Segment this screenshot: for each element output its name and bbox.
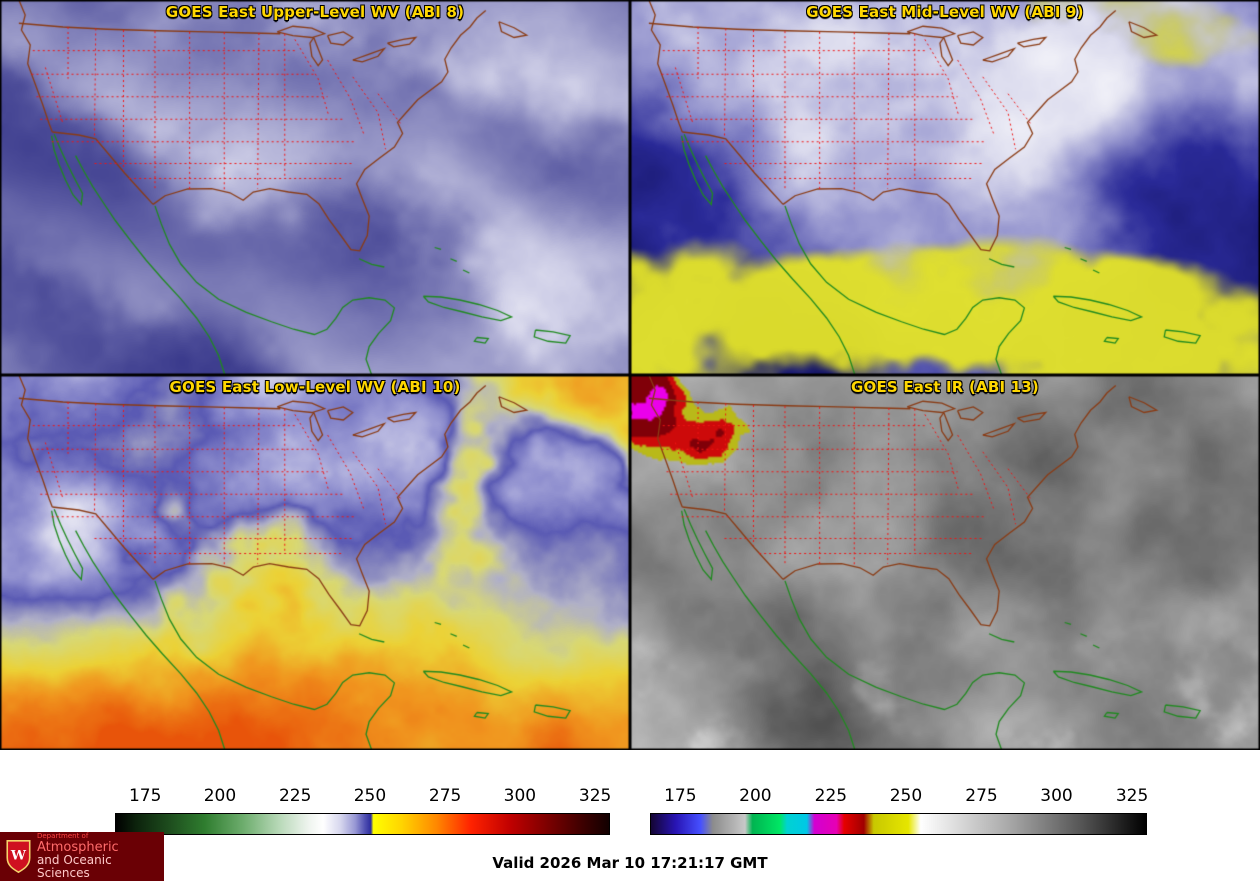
logo-oceanic-sciences: and Oceanic Sciences — [36, 853, 112, 880]
panel-title-low-level-wv: GOES East Low-Level WV (ABI 10) — [169, 378, 461, 396]
panel-title-mid-level-wv: GOES East Mid-Level WV (ABI 9) — [806, 3, 1084, 21]
panel-title-upper-level-wv: GOES East Upper-Level WV (ABI 8) — [165, 3, 465, 21]
valid-time-label: Valid 2026 Mar 10 17:21:17 GMT — [492, 854, 768, 872]
wv-colorbar: 175 200 225 250 275 300 325 — [115, 786, 612, 838]
panel-mid-level-wv: GOES East Mid-Level WV (ABI 9) — [630, 0, 1260, 375]
ir-tick-175: 175 — [664, 786, 697, 806]
ir-tick-300: 300 — [1040, 786, 1073, 806]
wv-tick-175: 175 — [128, 786, 162, 806]
wv-tick-200: 200 — [203, 786, 237, 806]
satellite-quad-panel-grid: GOES East Upper-Level WV (ABI 8) GOES Ea… — [0, 0, 1260, 750]
panel-upper-level-wv: GOES East Upper-Level WV (ABI 8) — [0, 0, 630, 375]
ir-tick-250: 250 — [889, 786, 923, 806]
ir-tick-325: 325 — [1115, 786, 1149, 806]
wv-tick-325: 325 — [578, 786, 612, 806]
ir-colorbar: 175 200 225 250 275 300 325 — [650, 786, 1149, 838]
logo-department-of: Department of — [36, 832, 89, 841]
panel-low-level-wv: GOES East Low-Level WV (ABI 10) — [0, 375, 630, 750]
ir-image — [630, 375, 1260, 750]
logo-atmospheric: Atmospheric — [36, 839, 119, 855]
wv-tick-300: 300 — [503, 786, 537, 806]
panel-title-ir: GOES East IR (ABI 13) — [850, 378, 1039, 396]
mid-level-wv-image — [630, 0, 1260, 375]
wv-tick-275: 275 — [428, 786, 462, 806]
wv-tick-225: 225 — [278, 786, 312, 806]
ir-colorbar-gradient — [650, 813, 1147, 835]
wv-tick-250: 250 — [353, 786, 387, 806]
wv-colorbar-ticks: 175 200 225 250 275 300 325 — [115, 786, 612, 808]
footer: 175 200 225 250 275 300 325 175 200 225 … — [0, 750, 1260, 881]
ir-tick-275: 275 — [965, 786, 998, 806]
aos-department-logo: W Department of Atmospheric and Oceanic … — [0, 832, 164, 881]
uw-crest-icon: W — [6, 839, 31, 874]
ir-tick-225: 225 — [814, 786, 848, 806]
ir-tick-200: 200 — [739, 786, 772, 806]
panel-ir: GOES East IR (ABI 13) — [630, 375, 1260, 750]
upper-level-wv-image — [0, 0, 630, 375]
low-level-wv-image — [0, 375, 630, 750]
logo-text: Department of Atmospheric and Oceanic Sc… — [36, 832, 159, 880]
crest-letter: W — [10, 847, 27, 863]
wv-colorbar-gradient — [115, 813, 610, 835]
ir-colorbar-ticks: 175 200 225 250 275 300 325 — [650, 786, 1149, 808]
